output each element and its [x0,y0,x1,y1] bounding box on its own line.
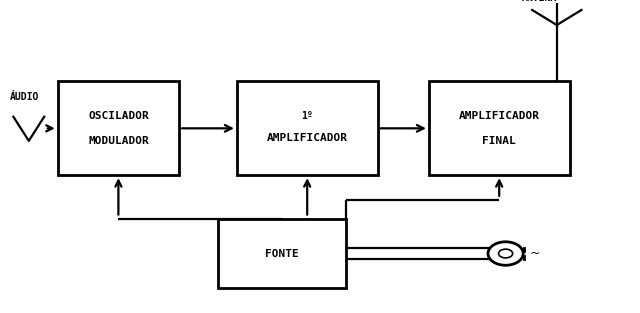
Text: AMPLIFICADOR: AMPLIFICADOR [267,133,348,143]
Bar [429,81,570,175]
Text: ANTENA: ANTENA [522,0,557,3]
Text: FINAL: FINAL [483,136,516,146]
Bar [58,81,179,175]
Bar [218,219,346,288]
Text: ÁUDIO: ÁUDIO [10,92,39,102]
Text: AMPLIFICADOR: AMPLIFICADOR [459,111,540,121]
Bar [237,81,378,175]
Ellipse shape [488,242,524,265]
Text: OSCILADOR: OSCILADOR [88,111,148,121]
Text: MODULADOR: MODULADOR [88,136,148,146]
Text: 1º: 1º [301,111,313,121]
Text: ~: ~ [530,247,540,260]
Text: FONTE: FONTE [265,249,298,259]
Ellipse shape [499,249,513,258]
